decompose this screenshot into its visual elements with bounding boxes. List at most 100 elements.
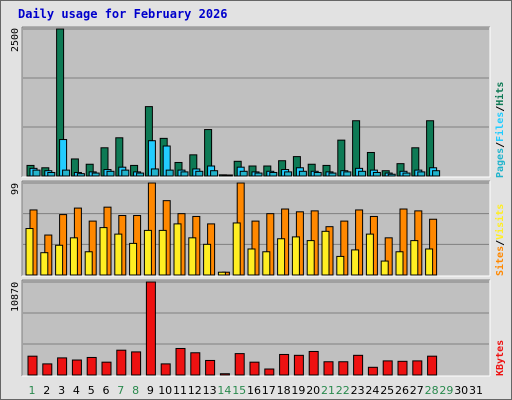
bar-kbytes-day-13	[205, 359, 216, 376]
bar-kbytes-day-18	[279, 353, 290, 376]
bar-visits-day-14	[217, 271, 226, 276]
bar-visits-day-11	[173, 223, 182, 276]
bar-pages-day-26	[402, 172, 411, 177]
bar-visits-day-6	[99, 227, 108, 276]
day-label-13: 13	[203, 384, 217, 397]
bar-kbytes-day-8	[131, 351, 142, 376]
day-label-26: 26	[395, 384, 409, 397]
bar-kbytes-day-23	[353, 354, 364, 376]
day-label-19: 19	[291, 384, 305, 397]
bar-kbytes-day-26	[397, 360, 408, 376]
legend-visits: Visits	[494, 204, 506, 240]
bar-visits-day-13	[203, 243, 212, 276]
bar-visits-day-19	[291, 236, 300, 276]
legend-kbytes: KBytes	[495, 340, 506, 376]
bar-visits-day-9	[143, 229, 152, 276]
bar-pages-day-8	[136, 172, 145, 177]
day-label-8: 8	[132, 384, 139, 397]
day-label-23: 23	[351, 384, 365, 397]
day-label-1: 1	[29, 384, 36, 397]
day-label-21: 21	[321, 384, 335, 397]
legend-labels: Pages/Files/Hits Sites/Visits KBytes	[494, 82, 506, 376]
day-label-6: 6	[103, 384, 110, 397]
legend-sites-visits: Sites/Visits	[494, 204, 506, 276]
legend-sep-1: /	[495, 142, 506, 148]
day-label-14: 14	[217, 384, 231, 397]
day-label-20: 20	[306, 384, 320, 397]
day-label-25: 25	[380, 384, 394, 397]
y-tick-label-kbytes: 10870	[10, 282, 21, 312]
day-label-29: 29	[439, 384, 453, 397]
bar-pages-day-2	[47, 171, 56, 177]
panel-background	[22, 280, 490, 376]
bar-pages-day-27	[417, 171, 426, 177]
day-label-17: 17	[262, 384, 276, 397]
legend-sep-2: /	[495, 106, 506, 112]
bar-pages-day-12	[195, 170, 204, 177]
bar-pages-day-25	[387, 173, 396, 177]
bar-visits-day-7	[114, 233, 123, 276]
bar-pages-day-1	[32, 169, 41, 177]
bar-kbytes-day-6	[101, 361, 112, 376]
bar-visits-day-10	[158, 229, 167, 276]
bar-kbytes-day-2	[42, 363, 53, 376]
day-label-18: 18	[277, 384, 291, 397]
bar-kbytes-day-1	[27, 355, 38, 376]
bar-pages-day-3	[62, 169, 71, 177]
bar-visits-day-16	[247, 248, 256, 276]
bar-visits-day-18	[277, 238, 286, 276]
legend-pages: Pages	[495, 148, 506, 178]
bar-kbytes-day-21	[323, 361, 334, 376]
legend-hits-files-pages: Pages/Files/Hits	[494, 82, 506, 178]
bar-pages-day-11	[180, 171, 189, 177]
bar-visits-day-25	[380, 260, 389, 276]
bar-pages-day-16	[254, 172, 263, 177]
bar-visits-day-15	[232, 222, 241, 276]
bar-pages-day-28	[432, 170, 441, 177]
bar-kbytes-day-4	[71, 359, 82, 376]
bar-kbytes-day-16	[249, 361, 260, 376]
day-label-27: 27	[410, 384, 424, 397]
bar-kbytes-day-24	[367, 366, 378, 376]
legend-sites: Sites	[494, 246, 506, 276]
bar-kbytes-day-25	[382, 360, 393, 376]
day-label-15: 15	[232, 384, 246, 397]
bar-pages-day-20	[313, 171, 322, 177]
bar-kbytes-day-14	[219, 373, 230, 376]
bar-visits-day-28	[425, 248, 434, 276]
bar-pages-day-13	[210, 170, 219, 177]
legend-files: Files	[494, 112, 506, 142]
bar-visits-day-12	[188, 237, 197, 276]
bar-pages-day-4	[76, 173, 85, 177]
day-label-11: 11	[173, 384, 187, 397]
bar-visits-day-21	[321, 230, 330, 276]
bar-visits-day-2	[40, 252, 49, 276]
bar-kbytes-day-20	[308, 350, 319, 376]
day-label-5: 5	[88, 384, 95, 397]
bar-visits-day-20	[306, 240, 315, 276]
bar-visits-day-17	[262, 251, 271, 276]
legend-hits: Hits	[494, 82, 506, 106]
bar-visits-day-24	[365, 233, 374, 276]
day-label-9: 9	[147, 384, 154, 397]
chart-bars	[25, 28, 441, 376]
day-label-24: 24	[365, 384, 379, 397]
bar-kbytes-day-7	[116, 349, 127, 376]
legend-sep-3: /	[495, 240, 506, 246]
chart-panels	[21, 26, 491, 377]
bar-kbytes-day-19	[293, 354, 304, 376]
bar-pages-day-7	[121, 169, 130, 177]
bar-kbytes-day-28	[427, 355, 438, 376]
bar-kbytes-day-17	[264, 368, 275, 376]
day-label-16: 16	[247, 384, 261, 397]
bar-pages-day-5	[91, 172, 100, 177]
y-axis-labels: 2500 99 10870	[10, 28, 21, 312]
bar-pages-day-21	[328, 172, 337, 177]
bar-pages-day-19	[298, 170, 307, 177]
bar-visits-day-8	[129, 242, 138, 276]
y-tick-label-sites: 99	[10, 183, 21, 195]
day-label-7: 7	[117, 384, 124, 397]
bar-kbytes-day-5	[86, 356, 97, 376]
bar-kbytes-day-12	[190, 352, 201, 376]
day-label-10: 10	[158, 384, 172, 397]
